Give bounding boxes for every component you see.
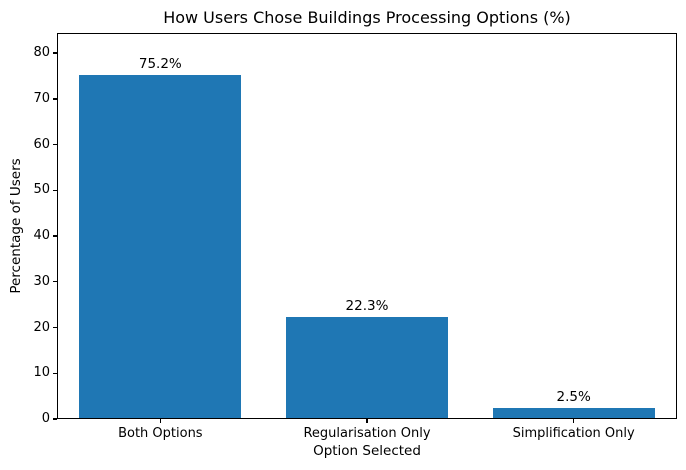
chart-title: How Users Chose Buildings Processing Opt… <box>163 8 571 27</box>
y-tick-mark <box>53 189 57 191</box>
x-tick-label: Both Options <box>118 426 203 441</box>
y-tick-label: 50 <box>33 182 50 198</box>
y-tick-label: 80 <box>33 45 50 61</box>
y-tick-mark <box>53 98 57 100</box>
y-tick-label: 70 <box>33 90 50 106</box>
y-tick-label: 20 <box>33 319 50 335</box>
y-tick-mark <box>53 52 57 54</box>
y-tick-mark <box>53 326 57 329</box>
y-tick-mark <box>53 143 57 146</box>
x-tick-label: Simplification Only <box>512 426 635 441</box>
x-tick-mark <box>159 419 161 423</box>
bar <box>492 407 655 418</box>
bar <box>286 317 448 418</box>
y-tick-label: 0 <box>41 411 50 426</box>
x-tick-mark <box>573 419 575 423</box>
y-tick-mark <box>53 418 57 420</box>
y-tick-label: 60 <box>33 136 50 152</box>
y-axis-label: Percentage of Users <box>8 158 24 294</box>
x-axis-label: Option Selected <box>313 443 421 459</box>
bar <box>79 75 242 418</box>
bar-value-label: 22.3% <box>345 298 389 314</box>
y-tick-label: 30 <box>33 273 50 289</box>
bar-value-label: 2.5% <box>556 388 591 405</box>
y-tick-mark <box>53 372 57 374</box>
y-tick-mark <box>53 281 57 283</box>
x-tick-mark <box>366 419 368 423</box>
x-tick-label: Regularisation Only <box>303 426 431 441</box>
y-tick-label: 40 <box>33 228 50 244</box>
bar-value-label: 75.2% <box>138 56 182 73</box>
y-tick-label: 10 <box>33 365 50 381</box>
y-tick-mark <box>53 235 57 237</box>
